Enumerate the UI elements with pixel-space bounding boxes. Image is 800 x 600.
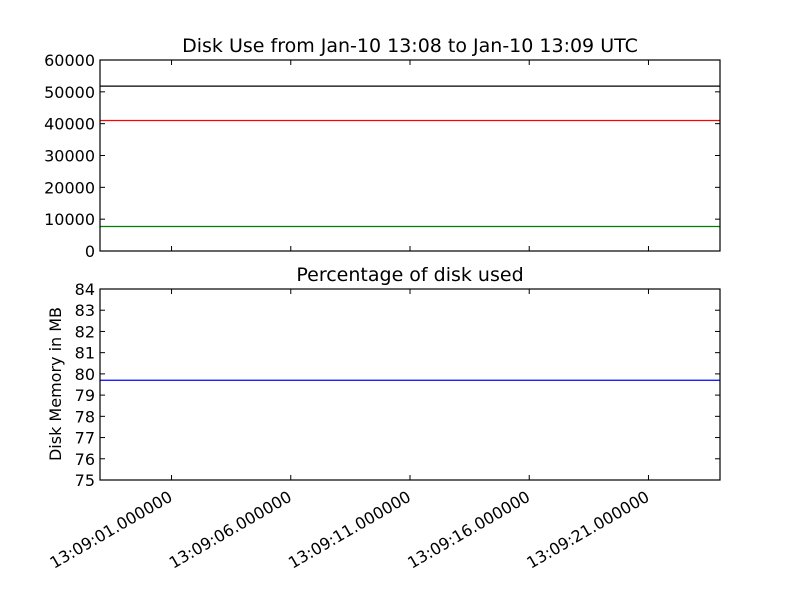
disk-use-plot: Disk Use from Jan-10 13:08 to Jan-10 13:… [44, 35, 721, 261]
disk-percentage-ytick-label-0: 75 [75, 471, 95, 490]
disk-percentage-axes-frame [99, 288, 721, 481]
disk-use-ytick-label-6: 60000 [44, 51, 95, 70]
disk-percentage-ytick-label-3: 78 [75, 407, 95, 426]
disk-use-axes-frame [99, 59, 721, 252]
disk-percentage-ytick-label-7: 82 [75, 322, 95, 341]
disk-percentage-title: Percentage of disk used [296, 264, 523, 286]
disk-percentage-ylabel: Disk Memory in MB [46, 307, 65, 461]
disk-percentage-ytick-label-5: 80 [75, 365, 95, 384]
disk-use-ytick-label-4: 40000 [44, 115, 95, 134]
disk-percentage-ytick-label-8: 83 [75, 301, 95, 320]
disk-use-title: Disk Use from Jan-10 13:08 to Jan-10 13:… [182, 35, 638, 57]
disk-use-ytick-label-3: 30000 [44, 147, 95, 166]
disk-use-ytick-label-1: 10000 [44, 210, 95, 229]
disk-use-ytick-label-5: 50000 [44, 83, 95, 102]
disk-percentage-ytick-label-9: 84 [75, 280, 95, 299]
disk-use-ytick-label-2: 20000 [44, 178, 95, 197]
disk-percentage-ytick-label-4: 79 [75, 386, 95, 405]
disk-percentage-ytick-label-1: 76 [75, 450, 95, 469]
disk-percentage-ytick-label-6: 81 [75, 344, 95, 363]
disk-use-ytick-label-0: 0 [85, 242, 95, 261]
disk-percentage-ytick-label-2: 77 [75, 429, 95, 448]
